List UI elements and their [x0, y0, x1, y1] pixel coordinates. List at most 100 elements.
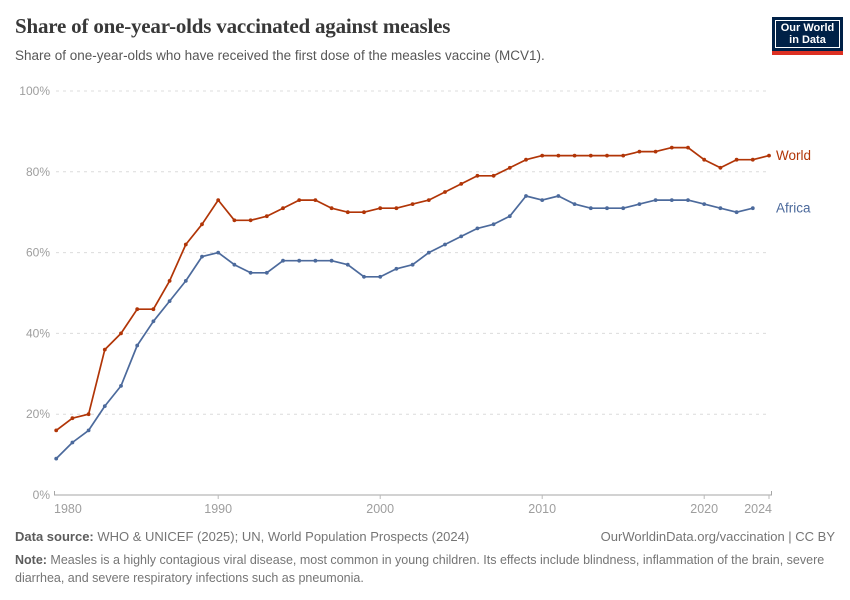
y-tick-label-80: 80%	[26, 165, 50, 179]
owid-logo-frame: Our World in Data	[775, 20, 840, 48]
data-point	[653, 149, 658, 154]
data-point	[702, 202, 707, 206]
data-point	[297, 258, 302, 263]
data-point	[491, 173, 496, 178]
data-point	[637, 202, 642, 206]
data-point	[54, 456, 59, 461]
data-point	[102, 404, 107, 408]
data-point	[718, 206, 723, 211]
data-point	[264, 214, 269, 219]
data-point	[248, 270, 253, 275]
note-text: Measles is a highly contagious viral dis…	[15, 553, 825, 586]
data-point	[524, 157, 528, 162]
series-label-world[interactable]: World	[776, 148, 811, 163]
data-point	[362, 274, 366, 279]
data-point	[167, 299, 172, 303]
data-point	[637, 149, 642, 154]
data-point	[200, 222, 204, 227]
data-point	[443, 190, 447, 194]
data-point	[281, 206, 285, 211]
x-tick-label-2010: 2010	[528, 502, 556, 516]
owid-link[interactable]: OurWorldinData.org/vaccination | CC BY	[600, 529, 835, 544]
x-tick-label-2024: 2024	[744, 502, 772, 516]
data-point	[313, 258, 318, 263]
data-point	[750, 157, 755, 162]
data-point	[475, 173, 480, 178]
data-point	[394, 206, 399, 211]
y-tick-label-0: 0%	[33, 488, 51, 502]
data-point	[86, 428, 91, 433]
data-point	[459, 182, 464, 186]
line-chart: 0% 20% 40% 60% 80% 100% 1980 1990 2000 2010 2020 20…	[19, 84, 811, 516]
chart-note: Note: Measles is a highly contagious vir…	[15, 551, 835, 587]
data-point	[621, 206, 626, 211]
data-point	[702, 157, 707, 162]
series-label-africa[interactable]: Africa	[776, 201, 811, 216]
data-point	[394, 266, 399, 271]
data-point	[443, 242, 447, 247]
data-point	[329, 206, 334, 211]
data-point	[605, 206, 609, 211]
data-point	[426, 198, 431, 202]
data-point	[410, 202, 415, 206]
y-tick-label-40: 40%	[26, 326, 50, 340]
owid-logo-line2: in Data	[789, 34, 826, 46]
data-point	[686, 145, 690, 150]
data-point	[329, 258, 334, 263]
data-point	[605, 153, 609, 158]
data-point	[151, 307, 156, 312]
data-point	[119, 384, 123, 388]
chart-subtitle: Share of one-year-olds who have received…	[15, 48, 545, 63]
data-point	[378, 206, 383, 211]
data-point	[410, 262, 415, 267]
data-point	[378, 274, 383, 279]
owid-logo-line1: Our World	[780, 22, 835, 34]
data-point	[345, 210, 350, 215]
data-point	[507, 165, 512, 170]
data-source-label: Data source:	[15, 529, 94, 544]
data-point	[653, 198, 658, 202]
series-line-africa	[55, 195, 754, 460]
data-point	[297, 198, 302, 202]
data-source: Data source: WHO & UNICEF (2025); UN, Wo…	[15, 529, 469, 544]
data-point	[572, 153, 577, 158]
y-tick-label-20: 20%	[26, 407, 50, 421]
data-point	[345, 262, 350, 267]
data-point	[459, 234, 464, 239]
data-point	[540, 198, 545, 202]
x-tick-label-1980: 1980	[54, 502, 82, 516]
data-point	[556, 153, 561, 158]
data-point	[734, 157, 739, 162]
data-point	[362, 210, 366, 215]
data-point	[248, 218, 253, 223]
data-point	[200, 254, 204, 259]
owid-logo[interactable]: Our World in Data	[772, 17, 843, 55]
y-tick-label-100: 100%	[19, 84, 50, 98]
x-tick-label-2020: 2020	[690, 502, 718, 516]
data-point	[426, 250, 431, 255]
data-point	[540, 153, 545, 158]
data-point	[491, 222, 496, 227]
data-point	[281, 258, 285, 263]
data-point	[588, 206, 593, 211]
data-point	[135, 343, 140, 348]
data-point	[750, 206, 755, 211]
data-point	[507, 214, 512, 219]
data-point	[232, 262, 237, 267]
data-point	[734, 210, 739, 215]
data-point	[216, 250, 221, 255]
data-point	[216, 198, 221, 202]
data-point	[135, 307, 140, 312]
data-point	[588, 153, 593, 158]
page-title: Share of one-year-olds vaccinated agains…	[15, 14, 451, 38]
data-point	[151, 319, 156, 324]
data-point	[572, 202, 577, 206]
data-point	[556, 194, 561, 198]
x-tick-label-2000: 2000	[366, 502, 394, 516]
series-markers-world	[54, 145, 771, 433]
data-point	[232, 218, 237, 223]
note-label: Note:	[15, 553, 47, 567]
data-point	[183, 242, 188, 247]
y-tick-label-60: 60%	[26, 246, 50, 260]
